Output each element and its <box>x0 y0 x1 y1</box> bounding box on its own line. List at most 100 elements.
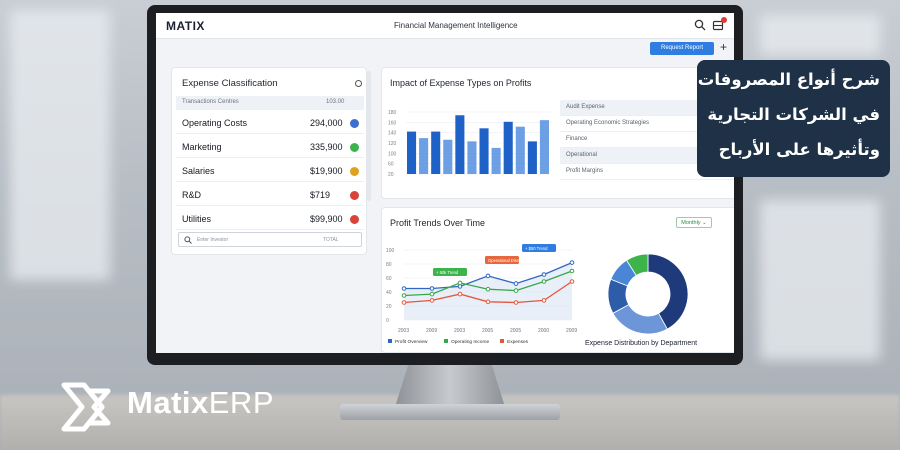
bar <box>467 141 477 174</box>
expense-label: Salaries <box>182 166 215 176</box>
column-header: Transactions Centres <box>182 99 239 105</box>
legend-label: Profit Overview <box>395 339 428 345</box>
legend-swatch <box>388 339 392 343</box>
data-point <box>569 268 575 274</box>
line-chart: 100 80 60 40 20 0 2003 2009 2003 2005 2005 2000 2009… <box>386 244 577 345</box>
impact-panel: Impact of Expense Types on Profits 180 16… <box>381 67 734 199</box>
expense-value: 335,900 <box>310 142 343 152</box>
category-icon[interactable] <box>350 119 359 128</box>
period-label: Monthly <box>681 220 701 226</box>
expense-row[interactable]: Utilities $99,900 <box>176 208 364 230</box>
expense-row[interactable]: Salaries $19,900 <box>176 160 364 182</box>
panel-title: Expense Classification <box>182 78 278 89</box>
data-point <box>429 298 435 303</box>
y-tick-label: 100 <box>388 151 397 157</box>
x-tick-label: 2003 <box>454 328 465 334</box>
y-tick-label: 180 <box>388 110 397 116</box>
data-point <box>401 286 407 291</box>
category-icon[interactable] <box>350 167 359 176</box>
request-report-button[interactable]: Request Report <box>650 42 714 55</box>
expense-row[interactable]: Operating Costs 294,000 <box>176 112 364 134</box>
search-icon <box>184 236 192 244</box>
bar <box>443 139 453 174</box>
x-tick-label: 2000 <box>538 328 549 334</box>
impact-row[interactable]: Operating Economic Strategies <box>560 116 734 132</box>
add-button[interactable]: + <box>720 40 728 54</box>
matix-logo-icon <box>61 382 111 432</box>
background-window <box>760 15 880 55</box>
annotation-text: Operational Disruption <box>488 258 530 263</box>
search-icon[interactable] <box>694 19 706 31</box>
monitor: MATIX Financial Management Intelligence … <box>147 5 743 365</box>
brand-name: MATIX <box>166 19 205 33</box>
impact-label: Audit Expense <box>566 104 605 110</box>
legend-swatch <box>444 339 448 343</box>
impact-label: Finance <box>566 136 588 142</box>
title-banner: شرح أنواع المصروفات في الشركات التجارية … <box>697 60 890 177</box>
logo-word: Matix <box>127 385 209 420</box>
impact-label: Operational <box>566 152 598 158</box>
expense-value: $99,900 <box>310 214 343 224</box>
expense-row[interactable]: R&D $719 <box>176 184 364 206</box>
legend-label: Operating Income <box>451 339 489 345</box>
bar-chart: 180 160 140 120 100 60 20 <box>388 110 551 178</box>
y-tick-label: 80 <box>386 262 392 268</box>
bar <box>491 147 501 174</box>
search-total-label: TOTAL <box>323 237 339 243</box>
data-point <box>569 279 575 284</box>
table-header: Transactions Centres 103.00 <box>176 96 364 110</box>
banner-line: وتأثيرها على الأرباح <box>718 140 880 159</box>
logo-suffix: ERP <box>208 385 274 420</box>
y-tick-label: 60 <box>388 162 394 168</box>
impact-row[interactable]: Profit Margins <box>560 164 734 180</box>
legend-label: Expenses <box>507 339 529 345</box>
monitor-base <box>340 404 560 420</box>
profit-trends-panel: Profit Trends Over Time Monthly ⌄ 100 80 6… <box>381 207 734 353</box>
expense-value: $719 <box>310 190 331 200</box>
legend-swatch <box>500 339 504 343</box>
data-point <box>541 279 547 284</box>
donut-caption: Expense Distribution by Department <box>585 340 698 347</box>
bar <box>455 115 465 174</box>
donut-slice <box>626 253 649 276</box>
data-point <box>457 291 463 297</box>
monitor-stand <box>395 365 505 407</box>
dashboard-screen: MATIX Financial Management Intelligence … <box>156 13 734 353</box>
bar <box>407 131 417 174</box>
impact-label: Operating Economic Strategies <box>566 120 650 126</box>
y-tick-label: 120 <box>388 141 397 147</box>
search-placeholder: Enter Investor <box>197 237 229 243</box>
expense-classification-panel: Expense Classification Transactions Cent… <box>171 67 367 255</box>
expense-value: 294,000 <box>310 118 343 128</box>
annotation-text: + 50k Trend <box>436 270 459 275</box>
x-tick-label: 2009 <box>426 328 437 334</box>
category-icon[interactable] <box>350 215 359 224</box>
y-tick-label: 20 <box>388 172 394 178</box>
inbox-icon[interactable] <box>712 19 724 31</box>
status-circle-icon[interactable] <box>355 80 362 87</box>
banner-line: في الشركات التجارية <box>707 105 880 124</box>
bar <box>539 120 549 174</box>
background-window <box>760 200 880 360</box>
x-tick-label: 2003 <box>398 328 409 334</box>
category-icon[interactable] <box>350 143 359 152</box>
data-point <box>485 299 491 305</box>
bar <box>479 128 489 174</box>
data-point <box>401 293 407 298</box>
investor-search-input[interactable]: Enter Investor TOTAL <box>178 232 362 247</box>
expense-row[interactable]: Marketing 335,900 <box>176 136 364 158</box>
category-icon[interactable] <box>350 191 359 200</box>
data-point <box>429 286 435 291</box>
data-point <box>513 281 519 286</box>
data-point <box>457 280 463 286</box>
logo-wordmark: MatixERP <box>127 385 274 421</box>
scrollbar[interactable] <box>367 71 371 201</box>
y-tick-label: 60 <box>386 276 392 282</box>
data-point <box>541 272 547 277</box>
data-point <box>513 300 519 305</box>
impact-label: Profit Margins <box>566 168 604 174</box>
annotation-badge <box>522 244 556 252</box>
y-tick-label: 0 <box>386 318 389 324</box>
period-dropdown[interactable]: Monthly ⌄ <box>676 217 712 228</box>
panel-title: Profit Trends Over Time <box>390 218 486 228</box>
